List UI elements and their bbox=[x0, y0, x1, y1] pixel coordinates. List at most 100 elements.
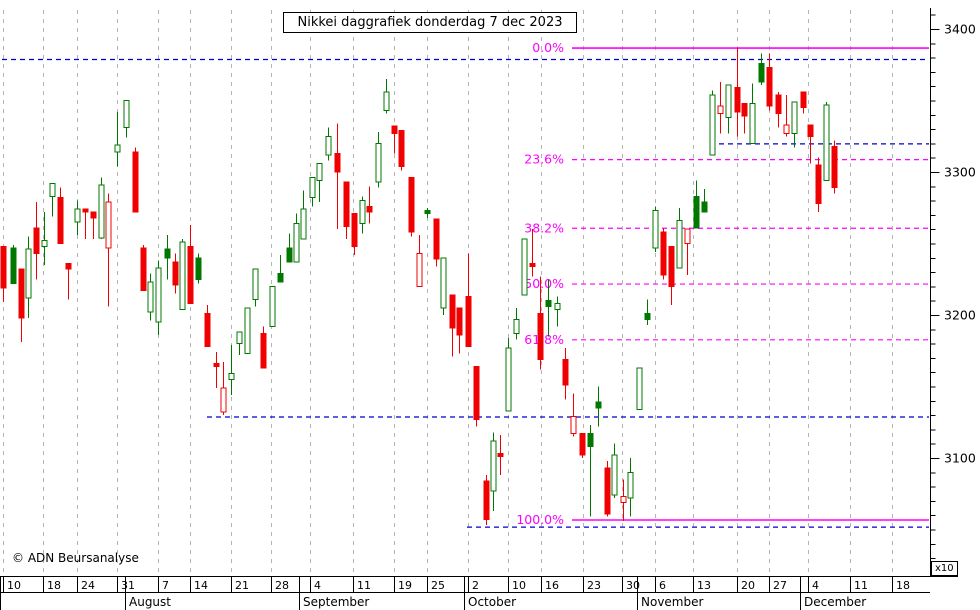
candle bbox=[644, 299, 651, 326]
candle bbox=[0, 245, 7, 303]
candle bbox=[398, 130, 405, 171]
svg-text:16: 16 bbox=[545, 579, 559, 592]
candle bbox=[316, 162, 323, 203]
candle bbox=[815, 157, 822, 213]
svg-text:November: November bbox=[641, 595, 703, 609]
candle bbox=[465, 253, 472, 347]
candle bbox=[449, 294, 456, 357]
candle bbox=[693, 180, 700, 229]
svg-text:28: 28 bbox=[275, 579, 289, 592]
candle bbox=[309, 177, 316, 207]
candle bbox=[505, 337, 512, 412]
candle bbox=[228, 345, 235, 396]
candle bbox=[758, 53, 765, 85]
y-axis-labels: 3400 3300 3200 3100 bbox=[944, 22, 976, 466]
candle bbox=[300, 190, 307, 240]
candle bbox=[775, 91, 782, 128]
candle bbox=[456, 307, 463, 354]
candle bbox=[383, 79, 390, 114]
svg-text:50.0%: 50.0% bbox=[524, 276, 564, 291]
svg-text:3400: 3400 bbox=[944, 22, 976, 37]
candle bbox=[220, 362, 227, 416]
svg-text:6: 6 bbox=[659, 579, 666, 592]
candle bbox=[676, 207, 683, 269]
candle bbox=[57, 187, 64, 245]
candle bbox=[213, 352, 220, 388]
x-axis-day-labels: 10 18 24 31 7 14 21 28 4 11 19 25 2 10 16 23 30 6 13 20 27 4 1… bbox=[7, 579, 910, 592]
candle bbox=[195, 253, 202, 284]
candle bbox=[408, 177, 415, 237]
candle bbox=[18, 268, 25, 343]
svg-text:2: 2 bbox=[472, 579, 479, 592]
candle bbox=[204, 304, 211, 347]
svg-text:September: September bbox=[303, 595, 369, 609]
candle bbox=[807, 124, 814, 164]
candle bbox=[831, 140, 838, 194]
candle bbox=[627, 458, 634, 517]
candle bbox=[424, 207, 431, 218]
candle bbox=[74, 200, 81, 235]
candle bbox=[41, 212, 48, 265]
candle bbox=[709, 90, 716, 156]
candle bbox=[497, 435, 504, 476]
svg-text:3300: 3300 bbox=[944, 165, 976, 180]
candle bbox=[366, 186, 373, 224]
svg-text:13: 13 bbox=[697, 579, 711, 592]
copyright-text: © ADN Beursanalyse bbox=[12, 551, 139, 565]
candle bbox=[766, 53, 773, 111]
fibonacci-labels: 0.0% 23.6% 38.2% 50.0% 61.8% 100.0% bbox=[516, 40, 564, 527]
svg-text:38.2%: 38.2% bbox=[524, 220, 564, 235]
candle bbox=[147, 273, 154, 321]
candle bbox=[82, 208, 89, 240]
svg-text:3100: 3100 bbox=[944, 451, 976, 466]
candles bbox=[0, 47, 838, 526]
candle bbox=[562, 347, 569, 400]
candle bbox=[105, 193, 112, 307]
svg-text:61.8%: 61.8% bbox=[524, 332, 564, 347]
candle bbox=[701, 189, 708, 213]
candle bbox=[620, 479, 627, 521]
svg-text:23: 23 bbox=[587, 579, 601, 592]
candle bbox=[783, 94, 790, 137]
candle bbox=[529, 229, 536, 277]
candle bbox=[483, 475, 490, 526]
candle bbox=[611, 443, 618, 499]
svg-text:7: 7 bbox=[162, 579, 169, 592]
candle bbox=[595, 386, 602, 427]
candle bbox=[823, 101, 830, 182]
candle bbox=[684, 228, 691, 275]
candle bbox=[652, 206, 659, 253]
svg-text:100.0%: 100.0% bbox=[516, 512, 564, 527]
x-axis bbox=[0, 576, 958, 610]
candle bbox=[375, 131, 382, 188]
candle bbox=[277, 254, 284, 283]
svg-text:23.6%: 23.6% bbox=[524, 152, 564, 167]
svg-text:3200: 3200 bbox=[944, 308, 976, 323]
candle bbox=[741, 102, 748, 134]
candle bbox=[286, 233, 293, 263]
candle bbox=[359, 196, 366, 234]
support-resistance-lines bbox=[2, 58, 929, 528]
candle bbox=[293, 213, 300, 263]
candle bbox=[325, 127, 332, 161]
svg-text:4: 4 bbox=[314, 579, 321, 592]
candle bbox=[98, 177, 105, 240]
candle bbox=[440, 257, 447, 315]
candle bbox=[416, 234, 423, 287]
candle bbox=[123, 100, 130, 138]
candle bbox=[433, 218, 440, 267]
candle bbox=[260, 326, 267, 369]
chart-title: Nikkei daggrafiek donderdag 7 dec 2023 bbox=[283, 12, 577, 33]
candle bbox=[570, 393, 577, 437]
svg-text:18: 18 bbox=[896, 579, 910, 592]
candle bbox=[668, 245, 675, 305]
svg-text:30: 30 bbox=[626, 579, 640, 592]
candle bbox=[90, 211, 97, 240]
candle bbox=[587, 425, 594, 517]
candle bbox=[554, 296, 561, 327]
svg-text:October: October bbox=[468, 595, 516, 609]
svg-text:25: 25 bbox=[431, 579, 445, 592]
candle bbox=[749, 83, 756, 144]
